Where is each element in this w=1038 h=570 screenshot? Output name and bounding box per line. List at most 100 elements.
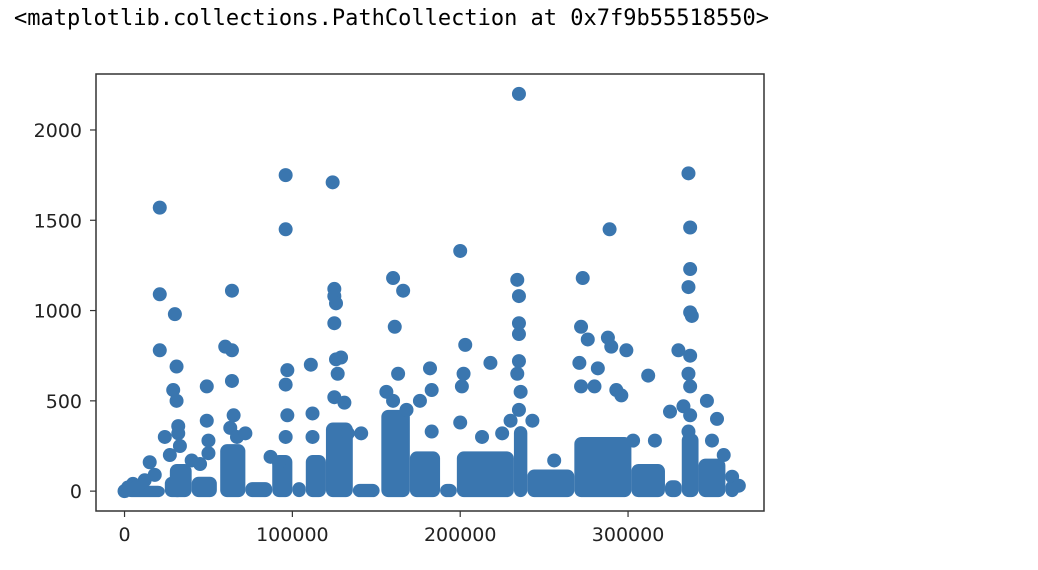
- dense-point-cluster-10: [352, 483, 380, 498]
- y-tick-label-0: 0: [70, 481, 82, 503]
- scatter-point-109: [681, 280, 696, 295]
- scatter-point-40: [278, 429, 293, 444]
- scatter-point-69: [456, 366, 471, 381]
- scatter-point-75: [503, 413, 518, 428]
- scatter-point-17: [171, 426, 186, 441]
- dense-point-cluster-5: [245, 482, 273, 498]
- scatter-point-10: [157, 429, 172, 444]
- x-tick-label-3: 300000: [592, 524, 665, 546]
- scatter-point-96: [604, 339, 619, 354]
- y-tick-label-4: 2000: [34, 120, 82, 142]
- dense-point-cluster-2: [169, 464, 192, 498]
- dense-point-cluster-20: [681, 433, 699, 498]
- scatter-point-74: [495, 426, 510, 441]
- scatter-point-87: [572, 355, 587, 370]
- scatter-point-89: [574, 319, 589, 334]
- points-layer: [117, 86, 746, 499]
- scatter-point-81: [510, 366, 525, 381]
- scatter-point-62: [399, 402, 414, 417]
- scatter-point-32: [238, 426, 253, 441]
- scatter-point-38: [278, 377, 293, 392]
- scatter-point-82: [513, 384, 528, 399]
- scatter-point-23: [201, 433, 216, 448]
- scatter-point-95: [602, 222, 617, 237]
- scatter-point-50: [334, 350, 349, 365]
- dense-point-cluster-18: [631, 464, 665, 498]
- scatter-point-39: [280, 408, 295, 423]
- scatter-point-43: [305, 429, 320, 444]
- scatter-point-34: [271, 455, 286, 470]
- scatter-point-102: [647, 433, 662, 448]
- scatter-point-112: [683, 348, 698, 363]
- scatter-point-113: [681, 366, 696, 381]
- scatter-point-64: [423, 361, 437, 376]
- dense-point-cluster-21: [698, 458, 726, 498]
- scatter-point-73: [483, 355, 498, 370]
- axes-frame: [95, 73, 765, 512]
- scatter-point-41: [303, 357, 318, 372]
- x-tick-label-0: 0: [118, 524, 130, 546]
- scatter-point-47: [329, 296, 344, 311]
- scatter-point-61: [386, 393, 401, 408]
- scatter-point-98: [614, 388, 629, 403]
- scatter-point-79: [511, 327, 526, 342]
- y-tick-label-1: 500: [46, 391, 82, 413]
- scatter-point-99: [619, 343, 634, 358]
- dense-point-cluster-14: [456, 451, 514, 498]
- scatter-point-106: [681, 166, 696, 181]
- scatter-point-51: [330, 366, 345, 381]
- scatter-point-20: [193, 457, 208, 472]
- dense-point-cluster-8: [305, 455, 326, 498]
- scatter-point-66: [424, 424, 439, 439]
- dense-point-cluster-12: [409, 451, 441, 498]
- y-tick-label-3: 1500: [34, 210, 82, 232]
- dense-point-cluster-3: [191, 476, 217, 498]
- scatter-point-44: [325, 175, 340, 190]
- dense-point-cluster-17: [574, 436, 632, 498]
- dense-point-cluster-7: [292, 482, 306, 498]
- scatter-point-116: [681, 424, 696, 439]
- x-tick-label-1: 100000: [256, 524, 329, 546]
- scatter-point-24: [201, 446, 216, 461]
- scatter-point-63: [412, 393, 427, 408]
- scatter-point-92: [590, 361, 605, 376]
- scatter-point-68: [458, 337, 473, 352]
- x-tick-label-2: 200000: [424, 524, 497, 546]
- scatter-point-15: [169, 393, 184, 408]
- scatter-point-12: [167, 307, 182, 322]
- dense-point-cluster-16: [527, 469, 575, 498]
- scatter-point-100: [626, 433, 641, 448]
- dense-point-cluster-9: [325, 422, 353, 498]
- scatter-point-65: [424, 383, 439, 398]
- scatter-point-93: [587, 379, 602, 394]
- scatter-point-13: [169, 359, 184, 374]
- scatter-point-22: [199, 413, 214, 428]
- scatter-point-26: [224, 283, 239, 298]
- scatter-point-27: [224, 343, 239, 358]
- scatter-point-53: [337, 395, 352, 410]
- scatter-point-119: [710, 411, 725, 426]
- scatter-point-48: [327, 316, 342, 331]
- scatter-point-101: [641, 368, 656, 383]
- scatter-point-55: [354, 426, 369, 441]
- scatter-point-111: [684, 308, 699, 323]
- scatter-point-91: [580, 332, 595, 347]
- scatter-point-57: [387, 319, 402, 334]
- scatter-point-86: [547, 453, 562, 468]
- scatter-point-35: [278, 168, 293, 183]
- scatter-point-60: [391, 366, 406, 381]
- scatter-point-14: [166, 383, 181, 398]
- scatter-point-115: [683, 408, 698, 423]
- dense-point-cluster-19: [664, 480, 682, 498]
- scatter-point-54: [340, 426, 355, 441]
- scatter-point-77: [511, 289, 526, 304]
- scatter-point-37: [280, 363, 295, 378]
- scatter-point-83: [511, 402, 526, 417]
- scatter-point-5: [142, 455, 157, 470]
- scatter-point-80: [511, 354, 526, 369]
- scatter-point-104: [671, 343, 686, 358]
- scatter-point-114: [683, 379, 698, 394]
- scatter-point-11: [162, 448, 177, 463]
- scatter-point-6: [147, 467, 162, 482]
